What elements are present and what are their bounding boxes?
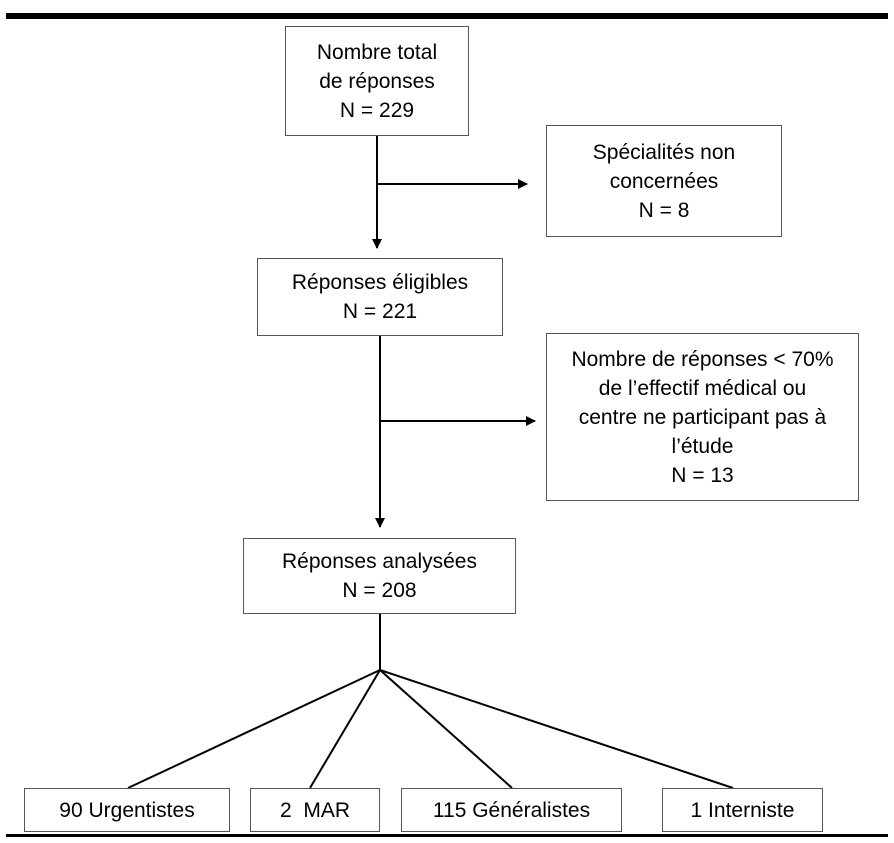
line-to-interniste [379, 669, 734, 789]
excluded2-count: N = 13 [671, 463, 734, 487]
analyzed-count: N = 208 [342, 579, 417, 602]
box-group-interniste: 1 Interniste [662, 788, 823, 832]
eligible-line-1: Réponses éligibles [291, 271, 469, 294]
line-to-mar [309, 669, 381, 789]
bottom-rule [6, 834, 888, 837]
excluded1-line-1: Spécialités non [592, 140, 736, 164]
total-count: N = 229 [339, 98, 415, 122]
total-line-2: de réponses [319, 69, 435, 93]
excluded1-line-2: concernées [609, 169, 719, 193]
box-eligible-responses: Réponses éligibles N = 221 [257, 258, 503, 336]
box-excluded-low-response: Nombre de réponses < 70% de l’effectif m… [546, 333, 859, 501]
excluded2-line-4: l’étude [671, 434, 734, 458]
box-analyzed-responses: Réponses analysées N = 208 [243, 538, 516, 614]
analyzed-line-1: Réponses analysées [282, 550, 477, 573]
line-to-urgentistes [127, 669, 381, 789]
box-total-responses: Nombre total de réponses N = 229 [285, 26, 469, 136]
line-to-generalistes [379, 669, 513, 789]
group-label: 2 MAR [279, 798, 350, 822]
eligible-count: N = 221 [342, 300, 418, 323]
top-rule [6, 13, 888, 19]
group-label: 115 Généralistes [432, 798, 591, 822]
excluded2-line-3: centre ne participant pas à [578, 405, 827, 429]
box-group-mar: 2 MAR [250, 788, 380, 832]
box-group-urgentistes: 90 Urgentistes [24, 788, 230, 832]
excluded2-line-1: Nombre de réponses < 70% [571, 347, 834, 371]
box-group-generalistes: 115 Généralistes [401, 788, 622, 832]
excluded2-line-2: de l’effectif médical ou [598, 376, 807, 400]
excluded1-count: N = 8 [638, 198, 690, 222]
total-line-1: Nombre total [316, 40, 438, 64]
box-excluded-specialties: Spécialités non concernées N = 8 [546, 125, 782, 237]
group-label: 90 Urgentistes [59, 798, 195, 822]
group-label: 1 Interniste [690, 798, 795, 822]
